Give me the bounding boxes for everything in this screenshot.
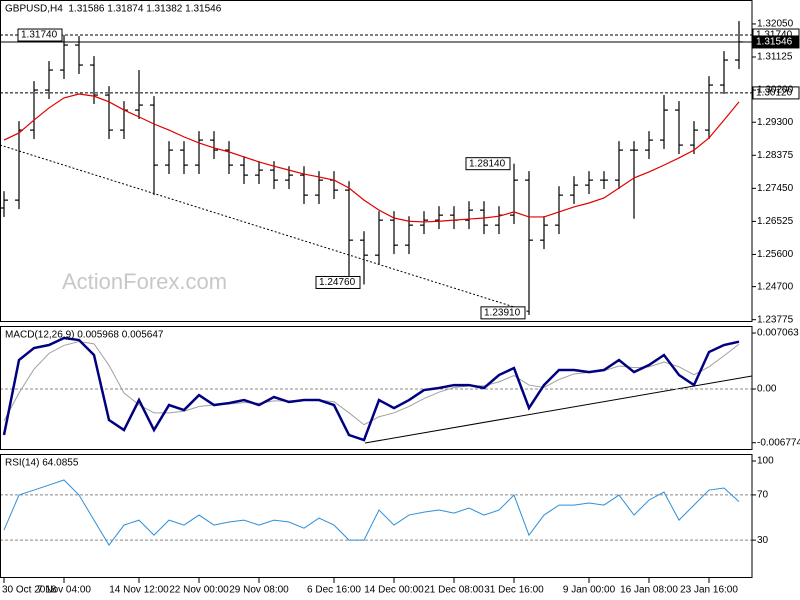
level-label: 1.31740	[756, 30, 793, 41]
y-tick-label: 70	[757, 490, 769, 501]
x-tick-label: 21 Dec 08:00	[424, 585, 484, 596]
moving-average	[3, 93, 740, 223]
x-tick-label: 29 Nov 08:00	[229, 585, 289, 596]
x-tick-label: 7 Nov 04:00	[37, 585, 91, 596]
price-label: 1.24760	[319, 277, 356, 288]
y-tick-label: 1.25600	[757, 249, 794, 260]
level-label-box	[752, 35, 800, 49]
x-tick-label: 23 Jan 16:00	[680, 585, 738, 596]
x-tick-label: 9 Jan 00:00	[563, 585, 616, 596]
y-tick-label: 1.32050	[757, 19, 794, 30]
level-label: 1.31546	[756, 37, 793, 48]
x-tick-label: 16 Jan 08:00	[620, 585, 678, 596]
panel-border	[0, 454, 753, 578]
panel-title: MACD(12,26,9) 0.005968 0.005647	[5, 330, 164, 341]
y-tick-label: 1.24700	[757, 281, 794, 292]
price-label: 1.28140	[469, 158, 506, 169]
level-label-box	[752, 86, 800, 100]
x-tick-label: 6 Dec 16:00	[307, 585, 361, 596]
level-label: 1.30120	[756, 88, 793, 99]
y-tick-label: 1.29300	[757, 117, 794, 128]
price-label-box	[465, 157, 511, 171]
y-tick-label: 1.26525	[757, 216, 794, 227]
price-label-box	[315, 275, 361, 289]
x-tick-label: 31 Dec 16:00	[484, 585, 544, 596]
panel-title: RSI(14) 64.0855	[5, 458, 79, 469]
y-tick-label: 100	[757, 456, 774, 467]
x-tick-label: 22 Nov 00:00	[169, 585, 229, 596]
watermark: ActionForex.com	[62, 269, 227, 294]
y-tick-label: 1.27450	[757, 183, 794, 194]
trend-line	[364, 375, 753, 444]
x-tick-label: 14 Nov 12:00	[109, 585, 169, 596]
x-tick-label: 14 Dec 00:00	[364, 585, 424, 596]
y-tick-label: 1.23775	[757, 314, 794, 325]
panel-border	[0, 0, 753, 322]
y-tick-label: 0.007063	[757, 328, 799, 339]
y-tick-label: 0.00	[757, 384, 777, 395]
panel-border	[0, 326, 753, 450]
level-label: 1.31740	[21, 30, 58, 41]
y-tick-label: 1.31125	[757, 52, 793, 63]
y-tick-label: 30	[757, 535, 769, 546]
trend-line	[0, 144, 531, 313]
x-tick-label: 30 Oct 2018	[2, 585, 57, 596]
level-label-box	[17, 28, 63, 42]
y-tick-label: 1.28375	[757, 150, 794, 161]
macd-line	[2, 336, 740, 442]
rsi-line	[3, 479, 740, 547]
y-tick-label: 1.30200	[757, 85, 794, 96]
price-label: 1.23910	[484, 307, 521, 318]
price-label-box	[480, 306, 526, 320]
y-tick-label: -0.006774	[757, 437, 800, 448]
panel-title: GBPUSD,H4 1.31586 1.31874 1.31382 1.3154…	[5, 4, 222, 15]
